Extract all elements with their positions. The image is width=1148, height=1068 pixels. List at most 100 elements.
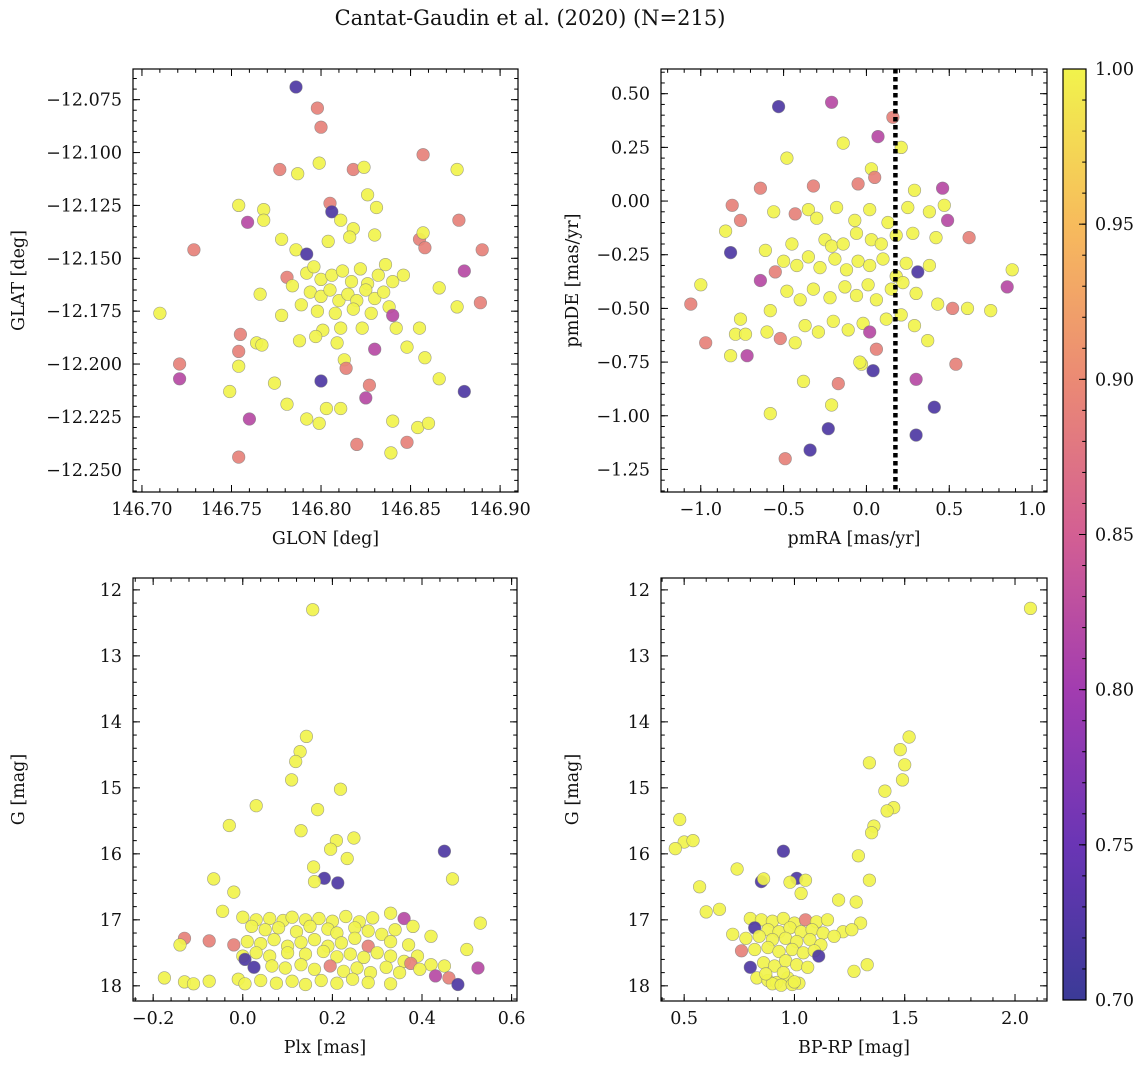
x-tick-label-bprp: 1.5 bbox=[891, 1009, 919, 1029]
data-point bbox=[851, 254, 865, 268]
data-point bbox=[384, 446, 398, 460]
data-point bbox=[388, 923, 402, 937]
data-point bbox=[346, 162, 360, 177]
data-point bbox=[827, 929, 841, 943]
data-point bbox=[412, 321, 427, 335]
data-point bbox=[257, 213, 271, 227]
data-point bbox=[699, 905, 713, 919]
data-point bbox=[384, 949, 398, 963]
data-point bbox=[386, 308, 400, 323]
scatter-panel-4: 0.5 1.0 1.5 2.0 12 13 14 15 16 17 18 BP-RP [mag] G [… bbox=[563, 577, 1048, 1058]
data-point bbox=[801, 960, 815, 974]
scatter-panel-1: 146.70 146.75 146.80 146.85 146.90 −12.075 −12… bbox=[9, 68, 531, 549]
data-point bbox=[801, 203, 816, 217]
data-point bbox=[911, 265, 925, 279]
data-point bbox=[901, 200, 915, 215]
data-point bbox=[780, 284, 794, 298]
data-point bbox=[421, 416, 436, 430]
data-point bbox=[428, 969, 443, 983]
data-point bbox=[725, 198, 739, 212]
data-point bbox=[319, 401, 334, 416]
data-point bbox=[242, 412, 256, 426]
data-point bbox=[699, 336, 713, 350]
data-point bbox=[298, 977, 313, 992]
data-point bbox=[331, 876, 345, 890]
data-point bbox=[785, 237, 799, 251]
data-point bbox=[863, 203, 877, 217]
data-point bbox=[424, 958, 438, 972]
y-tick-label-g-plx: 18 bbox=[100, 977, 122, 997]
data-point bbox=[389, 321, 403, 335]
data-point bbox=[332, 294, 346, 308]
y-axis-label: GLAT [deg] bbox=[9, 230, 29, 331]
data-point bbox=[386, 275, 400, 289]
data-point bbox=[157, 971, 171, 985]
data-point bbox=[898, 758, 912, 772]
data-point bbox=[1005, 263, 1019, 277]
data-point bbox=[806, 179, 821, 193]
data-point bbox=[311, 802, 325, 817]
y-tick-label-pmde: −1.00 bbox=[596, 407, 650, 427]
data-point bbox=[849, 288, 864, 303]
data-point bbox=[187, 243, 201, 257]
data-point bbox=[803, 443, 817, 457]
data-point bbox=[334, 213, 348, 227]
data-point bbox=[753, 181, 768, 195]
data-point bbox=[232, 344, 246, 359]
data-point bbox=[314, 120, 328, 134]
data-point bbox=[823, 291, 837, 305]
data-point bbox=[258, 923, 272, 937]
data-point bbox=[931, 297, 945, 311]
data-point bbox=[740, 349, 754, 363]
data-point bbox=[692, 880, 707, 894]
data-point bbox=[222, 818, 236, 833]
data-point bbox=[307, 860, 321, 874]
colorbar-tick-label: 0.85 bbox=[1095, 526, 1134, 546]
data-point bbox=[893, 742, 907, 757]
data-point bbox=[778, 452, 792, 466]
data-point bbox=[861, 278, 875, 292]
data-point bbox=[348, 931, 362, 945]
x-tick-label-pmra: 0.0 bbox=[853, 500, 881, 520]
data-point bbox=[240, 934, 254, 949]
data-point bbox=[796, 946, 810, 960]
data-point bbox=[451, 977, 465, 992]
data-point bbox=[758, 243, 773, 257]
data-point bbox=[418, 351, 432, 365]
data-point bbox=[794, 886, 808, 901]
data-point bbox=[307, 932, 322, 947]
data-point bbox=[940, 213, 955, 227]
data-point bbox=[831, 377, 845, 391]
x-tick-label-pmra: 0.5 bbox=[935, 500, 963, 520]
data-point bbox=[432, 372, 446, 386]
data-point bbox=[945, 301, 960, 316]
colorbar-tick-label: 0.80 bbox=[1095, 681, 1134, 701]
data-point bbox=[748, 942, 762, 957]
data-point bbox=[686, 833, 700, 848]
x-tick-label-glon: 146.70 bbox=[111, 500, 172, 520]
data-point bbox=[254, 973, 268, 988]
y-tick-label-g-plx: 17 bbox=[100, 911, 122, 931]
axes-frame bbox=[132, 577, 518, 1002]
data-point bbox=[776, 254, 791, 268]
data-point bbox=[321, 234, 335, 248]
data-point bbox=[369, 200, 384, 215]
colorbar-tick-label: 0.75 bbox=[1095, 836, 1134, 856]
data-point bbox=[361, 924, 375, 938]
y-tick-label-glat: −12.225 bbox=[46, 408, 122, 428]
y-tick-label-pmde: 0.50 bbox=[611, 85, 650, 105]
data-point bbox=[202, 934, 216, 948]
data-point bbox=[334, 936, 349, 950]
data-point bbox=[397, 911, 411, 926]
data-point bbox=[368, 228, 382, 242]
data-point bbox=[323, 283, 337, 297]
y-tick-label-glat: −12.150 bbox=[46, 249, 122, 269]
ticks bbox=[133, 69, 519, 492]
y-tick-label-pmde: −0.25 bbox=[596, 246, 650, 266]
data-point bbox=[442, 971, 456, 985]
data-point bbox=[906, 226, 920, 240]
data-point bbox=[826, 314, 840, 328]
data-point bbox=[173, 357, 187, 371]
x-tick-label-glon: 146.90 bbox=[469, 500, 530, 520]
y-tick-label-glat: −12.200 bbox=[46, 355, 122, 375]
